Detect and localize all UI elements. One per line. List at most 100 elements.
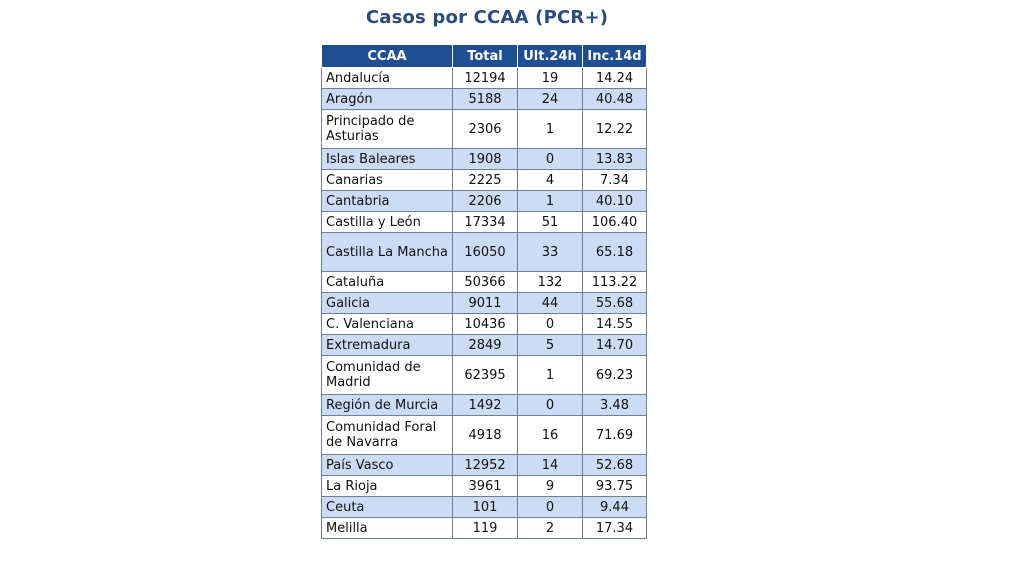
inc14d-cell: 52.68 xyxy=(582,454,647,476)
inc14d-cell: 113.22 xyxy=(582,271,647,293)
region-name: Cantabria xyxy=(321,190,453,212)
ult24h-cell: 24 xyxy=(517,88,583,110)
region-name: Principado de Asturias xyxy=(321,109,453,149)
total-cell: 2225 xyxy=(452,169,518,191)
table-row: Principado de Asturias 2306 1 12.22 xyxy=(321,109,647,149)
inc14d-cell: 14.24 xyxy=(582,67,647,89)
table-row: Región de Murcia 1492 0 3.48 xyxy=(321,394,647,416)
region-name: Galicia xyxy=(321,292,453,314)
region-name: C. Valenciana xyxy=(321,313,453,335)
table-row: Extremadura 2849 5 14.70 xyxy=(321,334,647,356)
region-name: Andalucía xyxy=(321,67,453,89)
table-row: País Vasco 12952 14 52.68 xyxy=(321,454,647,476)
ult24h-cell: 1 xyxy=(517,109,583,149)
total-cell: 3961 xyxy=(452,475,518,497)
region-name: Castilla La Mancha xyxy=(321,232,453,272)
ult24h-cell: 5 xyxy=(517,334,583,356)
ult24h-cell: 33 xyxy=(517,232,583,272)
inc14d-cell: 40.48 xyxy=(582,88,647,110)
ult24h-cell: 44 xyxy=(517,292,583,314)
region-name: Canarias xyxy=(321,169,453,191)
table-row: Islas Baleares 1908 0 13.83 xyxy=(321,148,647,170)
table-row: Andalucía 12194 19 14.24 xyxy=(321,67,647,89)
ult24h-cell: 4 xyxy=(517,169,583,191)
total-cell: 50366 xyxy=(452,271,518,293)
region-name: Islas Baleares xyxy=(321,148,453,170)
region-name: Castilla y León xyxy=(321,211,453,233)
ult24h-cell: 9 xyxy=(517,475,583,497)
column-header-ult24h: Ult.24h xyxy=(517,44,583,68)
inc14d-cell: 71.69 xyxy=(582,415,647,455)
table-row: C. Valenciana 10436 0 14.55 xyxy=(321,313,647,335)
ult24h-cell: 132 xyxy=(517,271,583,293)
column-header-inc14d: Inc.14d xyxy=(582,44,647,68)
table-row: Melilla 119 2 17.34 xyxy=(321,517,647,539)
table-header-row: CCAA Total Ult.24h Inc.14d xyxy=(321,44,647,68)
region-name: Comunidad de Madrid xyxy=(321,355,453,395)
ult24h-cell: 0 xyxy=(517,394,583,416)
inc14d-cell: 93.75 xyxy=(582,475,647,497)
inc14d-cell: 69.23 xyxy=(582,355,647,395)
table-row: Aragón 5188 24 40.48 xyxy=(321,88,647,110)
ult24h-cell: 16 xyxy=(517,415,583,455)
ult24h-cell: 19 xyxy=(517,67,583,89)
table-row: Ceuta 101 0 9.44 xyxy=(321,496,647,518)
cases-table: CCAA Total Ult.24h Inc.14d Andalucía 121… xyxy=(321,44,647,539)
region-name: Aragón xyxy=(321,88,453,110)
region-name: Extremadura xyxy=(321,334,453,356)
ult24h-cell: 2 xyxy=(517,517,583,539)
column-header-ccaa: CCAA xyxy=(321,44,453,68)
region-name: Región de Murcia xyxy=(321,394,453,416)
total-cell: 1908 xyxy=(452,148,518,170)
total-cell: 12952 xyxy=(452,454,518,476)
region-name: La Rioja xyxy=(321,475,453,497)
table-row: Canarias 2225 4 7.34 xyxy=(321,169,647,191)
total-cell: 12194 xyxy=(452,67,518,89)
total-cell: 2306 xyxy=(452,109,518,149)
total-cell: 2849 xyxy=(452,334,518,356)
inc14d-cell: 55.68 xyxy=(582,292,647,314)
inc14d-cell: 9.44 xyxy=(582,496,647,518)
inc14d-cell: 13.83 xyxy=(582,148,647,170)
total-cell: 10436 xyxy=(452,313,518,335)
table-row: Comunidad Foral de Navarra 4918 16 71.69 xyxy=(321,415,647,455)
inc14d-cell: 3.48 xyxy=(582,394,647,416)
inc14d-cell: 7.34 xyxy=(582,169,647,191)
region-name: Cataluña xyxy=(321,271,453,293)
table-row: Comunidad de Madrid 62395 1 69.23 xyxy=(321,355,647,395)
table-row: Cataluña 50366 132 113.22 xyxy=(321,271,647,293)
inc14d-cell: 14.70 xyxy=(582,334,647,356)
table-row: La Rioja 3961 9 93.75 xyxy=(321,475,647,497)
ult24h-cell: 51 xyxy=(517,211,583,233)
ult24h-cell: 14 xyxy=(517,454,583,476)
total-cell: 16050 xyxy=(452,232,518,272)
region-name: Ceuta xyxy=(321,496,453,518)
inc14d-cell: 40.10 xyxy=(582,190,647,212)
region-name: País Vasco xyxy=(321,454,453,476)
total-cell: 9011 xyxy=(452,292,518,314)
ult24h-cell: 0 xyxy=(517,148,583,170)
inc14d-cell: 17.34 xyxy=(582,517,647,539)
table-row: Galicia 9011 44 55.68 xyxy=(321,292,647,314)
page-title: Casos por CCAA (PCR+) xyxy=(365,7,609,28)
ult24h-cell: 0 xyxy=(517,496,583,518)
inc14d-cell: 14.55 xyxy=(582,313,647,335)
total-cell: 1492 xyxy=(452,394,518,416)
region-name: Melilla xyxy=(321,517,453,539)
total-cell: 62395 xyxy=(452,355,518,395)
total-cell: 17334 xyxy=(452,211,518,233)
inc14d-cell: 65.18 xyxy=(582,232,647,272)
total-cell: 5188 xyxy=(452,88,518,110)
ult24h-cell: 0 xyxy=(517,313,583,335)
table-row: Cantabria 2206 1 40.10 xyxy=(321,190,647,212)
total-cell: 2206 xyxy=(452,190,518,212)
region-name: Comunidad Foral de Navarra xyxy=(321,415,453,455)
table-row: Castilla La Mancha 16050 33 65.18 xyxy=(321,232,647,272)
ult24h-cell: 1 xyxy=(517,355,583,395)
inc14d-cell: 106.40 xyxy=(582,211,647,233)
inc14d-cell: 12.22 xyxy=(582,109,647,149)
total-cell: 119 xyxy=(452,517,518,539)
total-cell: 101 xyxy=(452,496,518,518)
table-row: Castilla y León 17334 51 106.40 xyxy=(321,211,647,233)
